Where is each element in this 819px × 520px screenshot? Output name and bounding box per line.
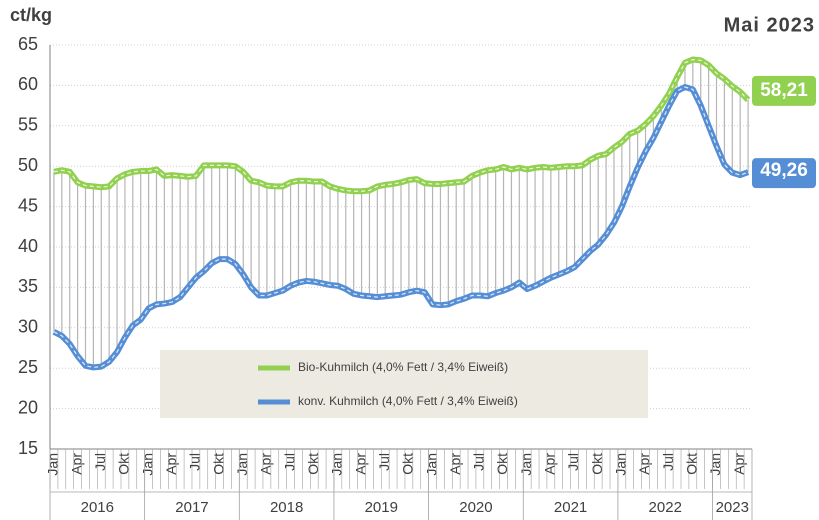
year-label: 2021 (554, 499, 587, 516)
x-tick-label: Apr (636, 453, 652, 475)
chart-title: Mai 2023 (724, 14, 815, 36)
x-tick-label: Okt (589, 453, 605, 475)
legend-label: konv. Kuhmilch (4,0% Fett / 3,4% Eiweiß) (298, 394, 518, 408)
year-label: 2020 (459, 499, 492, 516)
year-label: 2023 (716, 499, 749, 516)
end-label-box (752, 158, 816, 189)
x-tick-label: Jul (187, 453, 203, 471)
x-tick-label: Jan (423, 453, 439, 476)
y-tick-label: 65 (18, 34, 38, 54)
year-label: 2017 (175, 499, 208, 516)
series-line-highlight (53, 58, 749, 192)
x-tick-label: Okt (494, 453, 510, 475)
legend-label: Bio-Kuhmilch (4,0% Fett / 3,4% Eiweiß) (298, 360, 508, 374)
x-tick-label: Apr (68, 453, 84, 475)
x-tick-label: Apr (352, 453, 368, 475)
end-label-box (752, 75, 816, 106)
x-tick-label: Apr (731, 453, 747, 475)
x-tick-label: Okt (116, 453, 132, 475)
series-line-highlight (53, 86, 749, 368)
year-label: 2019 (365, 499, 398, 516)
x-tick-label: Jan (329, 453, 345, 476)
x-tick-label: Apr (258, 453, 274, 475)
x-tick-label: Jan (707, 453, 723, 476)
x-tick-label: Okt (400, 453, 416, 475)
x-tick-label: Jan (613, 453, 629, 476)
legend-box (160, 350, 648, 418)
x-tick-label: Okt (210, 453, 226, 475)
y-tick-label: 35 (18, 276, 38, 296)
y-tick-label: 50 (18, 155, 38, 175)
x-tick-label: Okt (684, 453, 700, 475)
end-label: 49,26 (760, 160, 808, 181)
year-label: 2018 (270, 499, 303, 516)
y-tick-label: 30 (18, 317, 38, 337)
x-tick-label: Jul (660, 453, 676, 471)
y-tick-label: 15 (18, 438, 38, 458)
y-tick-label: 40 (18, 236, 38, 256)
x-tick-label: Jan (518, 453, 534, 476)
y-tick-label: 25 (18, 357, 38, 377)
x-tick-label: Jan (45, 453, 61, 476)
year-label: 2022 (649, 499, 682, 516)
x-tick-label: Okt (305, 453, 321, 475)
y-tick-label: 45 (18, 195, 38, 215)
x-tick-label: Apr (447, 453, 463, 475)
x-tick-label: Apr (542, 453, 558, 475)
x-tick-label: Apr (163, 453, 179, 475)
x-tick-label: Jul (281, 453, 297, 471)
year-label: 2016 (81, 499, 114, 516)
x-tick-label: Jul (92, 453, 108, 471)
x-tick-label: Jul (471, 453, 487, 471)
y-tick-label: 20 (18, 397, 38, 417)
y-tick-label: 60 (18, 74, 38, 94)
x-tick-label: Jul (565, 453, 581, 471)
x-tick-label: Jan (234, 453, 250, 476)
y-axis-label: ct/kg (10, 5, 52, 25)
x-tick-label: Jan (139, 453, 155, 476)
end-label: 58,21 (760, 80, 808, 101)
y-tick-label: 55 (18, 115, 38, 135)
x-tick-label: Jul (376, 453, 392, 471)
